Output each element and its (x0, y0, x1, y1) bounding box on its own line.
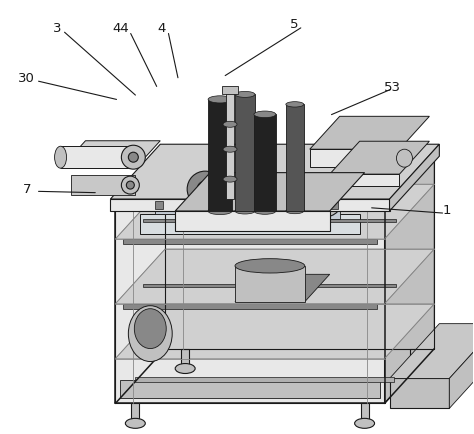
Polygon shape (310, 117, 429, 150)
Text: 44: 44 (113, 22, 129, 35)
Ellipse shape (235, 259, 305, 273)
Polygon shape (61, 147, 135, 169)
Circle shape (128, 153, 138, 163)
Bar (254, 115, 276, 211)
Bar (175, 211, 330, 231)
Bar (131, 404, 139, 423)
Ellipse shape (235, 209, 255, 214)
Polygon shape (115, 304, 434, 359)
Bar (123, 240, 376, 244)
Ellipse shape (128, 306, 172, 362)
Bar (140, 214, 360, 234)
Text: 30: 30 (18, 72, 35, 85)
Circle shape (121, 177, 139, 194)
Ellipse shape (208, 208, 232, 215)
Polygon shape (330, 142, 429, 175)
Polygon shape (71, 176, 135, 196)
Polygon shape (384, 155, 434, 404)
Bar (390, 378, 449, 408)
Polygon shape (390, 145, 439, 211)
Polygon shape (449, 324, 474, 408)
Ellipse shape (404, 364, 424, 374)
Ellipse shape (286, 102, 304, 108)
Bar (235, 266, 305, 302)
Polygon shape (390, 324, 474, 378)
Bar (143, 284, 396, 287)
Bar (123, 304, 376, 309)
Circle shape (197, 182, 213, 197)
Text: 53: 53 (384, 81, 401, 94)
Bar (181, 349, 189, 368)
Bar (135, 377, 394, 382)
Text: 4: 4 (157, 22, 165, 35)
Ellipse shape (355, 418, 374, 428)
Ellipse shape (396, 150, 412, 168)
Circle shape (285, 178, 315, 207)
Bar (120, 381, 380, 398)
Ellipse shape (208, 96, 232, 104)
Ellipse shape (223, 177, 237, 183)
Polygon shape (115, 210, 384, 404)
Bar (155, 165, 255, 214)
Ellipse shape (254, 112, 276, 118)
Polygon shape (110, 200, 390, 211)
Bar (280, 201, 288, 210)
Polygon shape (115, 249, 434, 304)
Ellipse shape (223, 147, 237, 153)
Polygon shape (61, 141, 160, 169)
Bar (361, 404, 369, 423)
Ellipse shape (223, 122, 237, 128)
Ellipse shape (175, 364, 195, 374)
Circle shape (187, 172, 223, 207)
Ellipse shape (134, 309, 166, 349)
Bar (226, 90, 234, 200)
Text: 5: 5 (290, 18, 298, 31)
Bar (310, 150, 400, 168)
Bar (410, 349, 419, 368)
Polygon shape (235, 275, 330, 302)
Circle shape (317, 192, 333, 207)
Bar (235, 95, 255, 211)
Circle shape (307, 182, 343, 217)
Bar (143, 220, 396, 223)
Bar (222, 87, 238, 95)
Bar (330, 201, 337, 210)
Ellipse shape (55, 147, 66, 169)
Text: 1: 1 (443, 204, 452, 217)
Ellipse shape (286, 209, 304, 214)
Ellipse shape (235, 92, 255, 98)
Polygon shape (110, 145, 439, 200)
Polygon shape (115, 185, 434, 240)
Ellipse shape (125, 418, 146, 428)
Bar (208, 100, 232, 211)
Circle shape (121, 146, 146, 170)
Polygon shape (175, 173, 365, 211)
Polygon shape (115, 155, 434, 210)
Circle shape (127, 182, 134, 190)
Bar (330, 175, 400, 187)
Text: 7: 7 (22, 182, 31, 195)
Bar (200, 201, 208, 210)
Bar (260, 165, 340, 220)
Ellipse shape (254, 208, 276, 215)
Bar (286, 105, 304, 211)
Bar (155, 201, 163, 210)
Text: 3: 3 (53, 22, 62, 35)
